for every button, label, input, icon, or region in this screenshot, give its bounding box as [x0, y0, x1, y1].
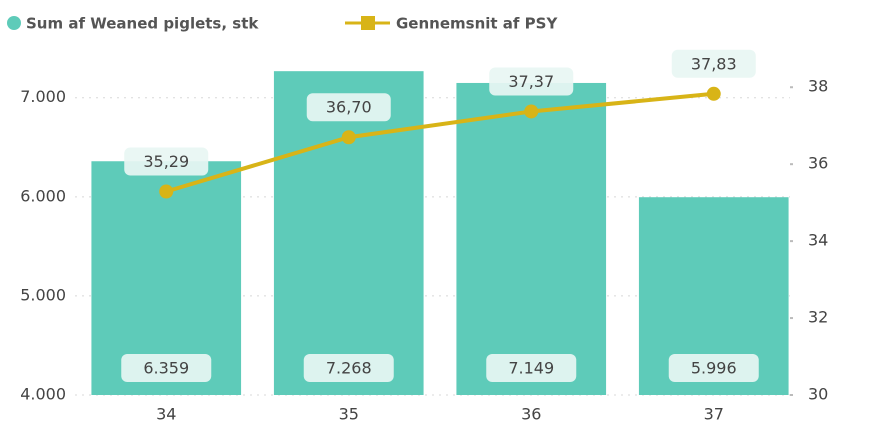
- data-label: 36,70: [326, 98, 372, 117]
- data-label-box: [486, 354, 577, 382]
- y-tick-label: 7.000: [20, 87, 66, 106]
- data-label-box: [303, 354, 394, 382]
- y-tick-label: 5.000: [20, 285, 66, 304]
- y2-tick-label: 38: [808, 77, 828, 96]
- y-tick-label: 6.000: [20, 186, 66, 205]
- line: [165, 91, 714, 194]
- data-label: 37,83: [691, 54, 737, 73]
- data-label-box: [306, 93, 391, 122]
- x-tick-label: 35: [339, 405, 359, 424]
- data-label: 35,29: [143, 152, 189, 171]
- data-label: 7.149: [508, 359, 554, 378]
- legend-label: Gennemsnit af PSY: [396, 15, 558, 33]
- y2-tick-label: 32: [808, 308, 828, 327]
- y2-tick-label: 34: [808, 231, 828, 250]
- data-label: 37,37: [508, 72, 554, 91]
- bar: [456, 82, 607, 395]
- y2-tick-label: 36: [808, 154, 828, 173]
- x-tick-label: 37: [704, 405, 724, 424]
- line-marker: [706, 86, 721, 101]
- line-marker: [524, 104, 539, 119]
- x-tick-label: 34: [156, 405, 176, 424]
- legend-swatch: [7, 16, 21, 30]
- data-label-box: [668, 354, 759, 382]
- x-tick-label: 36: [521, 405, 541, 424]
- legend-swatch: [361, 16, 375, 30]
- y-tick-label: 4.000: [20, 385, 66, 404]
- bar: [273, 71, 424, 396]
- y2-tick-label: 30: [808, 385, 828, 404]
- data-label-box: [671, 49, 756, 78]
- legend-label: Sum af Weaned piglets, stk: [26, 15, 259, 33]
- data-label-box: [124, 147, 209, 176]
- data-label: 6.359: [143, 359, 189, 378]
- data-label: 7.268: [326, 359, 372, 378]
- line-marker: [341, 130, 356, 145]
- line-marker: [159, 184, 174, 199]
- data-label-box: [489, 67, 574, 96]
- data-label: 5.996: [691, 359, 737, 378]
- data-label-box: [121, 354, 212, 382]
